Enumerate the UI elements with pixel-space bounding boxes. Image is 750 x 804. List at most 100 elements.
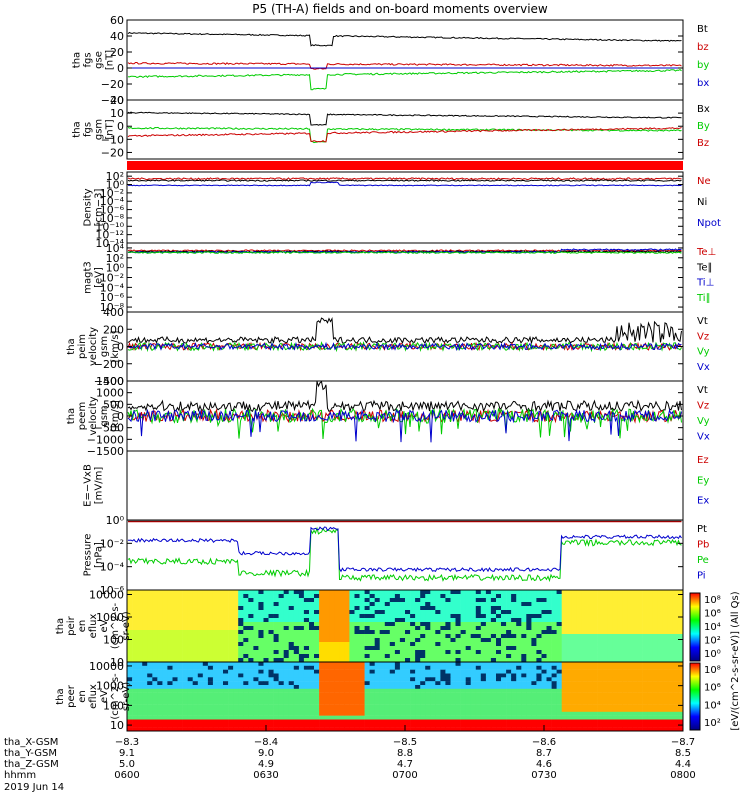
spectrogram-cell xyxy=(627,658,633,663)
spectrogram-cell xyxy=(233,638,239,643)
spectrogram-cell xyxy=(147,598,153,603)
spectrogram-cell xyxy=(253,622,259,627)
spectrogram-cell xyxy=(485,711,492,716)
spectrogram-cell xyxy=(177,715,183,720)
spectrogram-cell xyxy=(581,704,588,709)
spectrogram-cell xyxy=(602,606,608,611)
spectrogram-cell xyxy=(667,711,674,716)
spectrogram-cell xyxy=(460,610,466,615)
spectrogram-cell xyxy=(258,688,264,693)
spectrogram-cell xyxy=(389,654,396,659)
spectrogram-cell xyxy=(137,626,143,631)
spectrogram-cell xyxy=(445,610,451,615)
spectrogram-cell xyxy=(339,658,345,663)
spectrogram-cell xyxy=(223,669,229,674)
spectrogram-cell xyxy=(516,665,522,670)
spectrogram-cell xyxy=(677,634,684,639)
spectrogram-cell xyxy=(288,715,295,720)
spectrogram-cell xyxy=(485,696,492,701)
spectrogram-cell xyxy=(238,665,244,670)
y-axis-label: fgs xyxy=(83,52,94,67)
spectrogram-cell xyxy=(455,598,461,603)
spectrogram-cell xyxy=(157,646,163,651)
spectrogram-cell xyxy=(440,618,446,623)
spectrogram-cell xyxy=(450,700,456,705)
spectrogram-cell xyxy=(425,715,431,720)
spectrogram-cell xyxy=(182,618,188,623)
spectrogram-cell xyxy=(536,673,542,678)
spectrogram-cell xyxy=(293,602,300,607)
spectrogram-cell xyxy=(218,658,224,663)
spectrogram-cell xyxy=(632,594,638,599)
spectrogram-cell xyxy=(162,642,168,647)
spectrogram-cell xyxy=(293,696,300,701)
spectrogram-cell xyxy=(637,727,643,732)
y-axis-label: Density xyxy=(83,188,94,226)
spectrogram-cell xyxy=(410,618,416,623)
ephemeris-value: 4.6 xyxy=(536,759,552,770)
spectrogram-cell xyxy=(490,650,497,655)
spectrogram-cell xyxy=(152,602,158,607)
spectrogram-cell xyxy=(445,708,451,713)
spectrogram-cell xyxy=(288,696,295,701)
spectrogram-cell xyxy=(435,650,441,655)
spectrogram-cell xyxy=(303,711,310,716)
spectrogram-cell xyxy=(334,692,340,697)
spectrogram-cell xyxy=(450,630,456,635)
y-tick-label: −10 xyxy=(101,133,124,146)
spectrogram-cell xyxy=(587,696,593,701)
spectrogram-cell xyxy=(592,665,598,670)
spectrogram-cell xyxy=(657,626,664,631)
spectrogram-cell xyxy=(258,700,264,705)
spectrogram-cell xyxy=(303,642,310,647)
spectrogram-cell xyxy=(566,688,573,693)
spectrogram-cell xyxy=(389,692,396,697)
spectrogram-cell xyxy=(293,590,300,595)
spectrogram-cell xyxy=(450,715,456,720)
spectrogram-cell xyxy=(420,673,426,678)
spectrogram-cell xyxy=(642,696,648,701)
spectrogram-cell xyxy=(637,692,643,697)
spectrogram-cell xyxy=(192,590,199,595)
spectrogram-cell xyxy=(233,634,239,639)
spectrogram-cell xyxy=(268,618,274,623)
spectrogram-cell xyxy=(607,662,613,667)
spectrogram-cell xyxy=(455,704,461,709)
spectrogram-cell xyxy=(652,638,659,643)
spectrogram-cell xyxy=(132,708,138,713)
y-axis-label: eV xyxy=(99,619,110,632)
spectrogram-cell xyxy=(465,673,472,678)
spectrogram-cell xyxy=(384,723,391,728)
spectrogram-cell xyxy=(632,622,638,627)
spectrogram-cell xyxy=(667,658,674,663)
spectrogram-cell xyxy=(263,630,269,635)
spectrogram-cell xyxy=(652,614,659,619)
spectrogram-cell xyxy=(273,677,279,682)
spectrogram-cell xyxy=(177,594,183,599)
spectrogram-cell xyxy=(354,665,360,670)
spectrogram-cell xyxy=(667,610,674,615)
spectrogram-cell xyxy=(465,638,472,643)
spectrogram-cell xyxy=(202,688,209,693)
spectrogram-cell xyxy=(142,662,148,667)
spectrogram-cell xyxy=(142,688,148,693)
spectrogram-cell xyxy=(506,681,512,686)
spectrogram-cell xyxy=(238,618,244,623)
spectrogram-cell xyxy=(571,610,578,615)
spectrogram-cell xyxy=(354,662,360,667)
spectrogram-cell xyxy=(662,658,669,663)
spectrogram-cell xyxy=(218,598,224,603)
spectrogram-cell xyxy=(218,622,224,627)
spectrogram-cell xyxy=(652,688,659,693)
spectrogram-cell xyxy=(374,723,381,728)
spectrogram-cell xyxy=(319,727,325,732)
spectrogram-cell xyxy=(273,715,279,720)
spectrogram-cell xyxy=(571,646,578,651)
spectrogram-cell xyxy=(485,606,492,611)
spectrogram-cell xyxy=(369,688,375,693)
spectrogram-cell xyxy=(672,708,679,713)
spectrogram-cell xyxy=(420,723,426,728)
spectrogram-cell xyxy=(379,665,386,670)
spectrogram-cell xyxy=(541,677,547,682)
spectrogram-cell xyxy=(233,685,239,690)
